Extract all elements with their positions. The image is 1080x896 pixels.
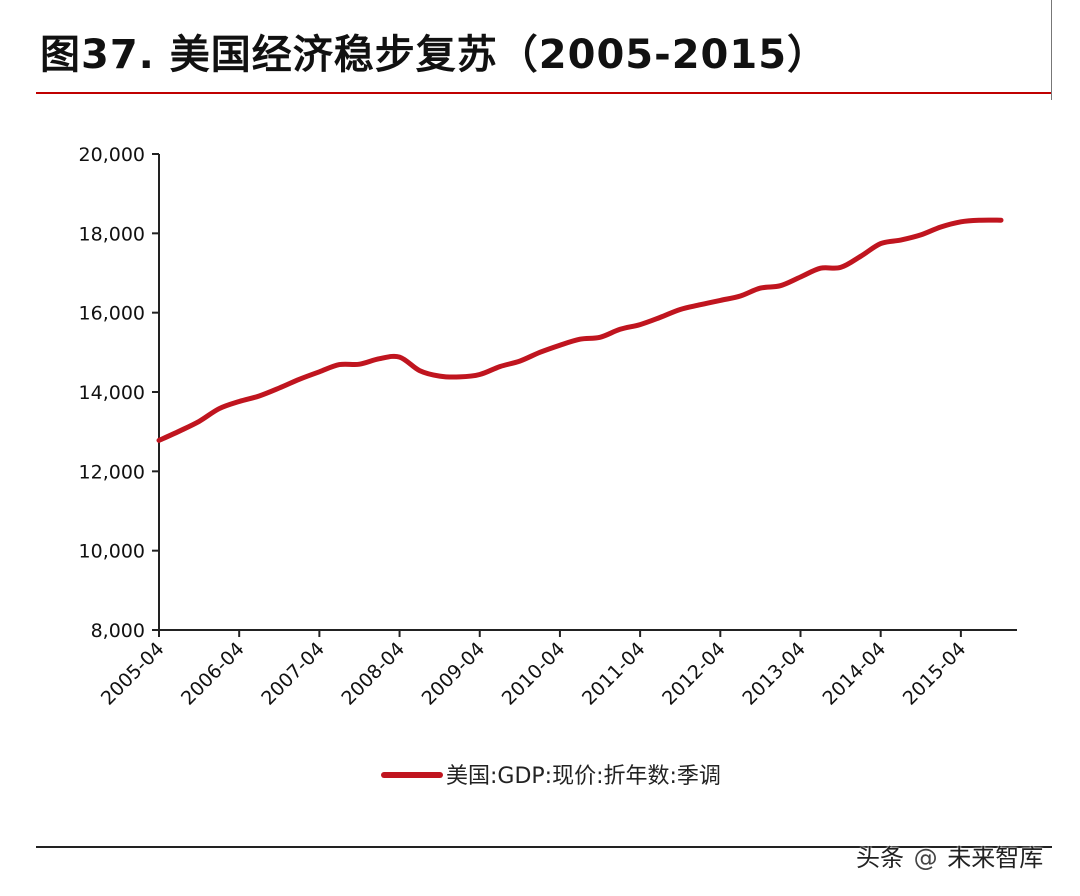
x-axis: 2005-04 2006-04 2007-04 2008-04 2009-04 2010-… (97, 629, 1017, 710)
chart-title: 图37. 美国经济稳步复苏（2005-2015） (40, 32, 829, 78)
watermark-prefix: 头条 (856, 844, 904, 872)
x-tick-label: 2012-04 (658, 638, 730, 710)
y-axis: 8,000 10,000 12,000 14,000 16,000 18,000 20,00… (79, 144, 160, 642)
x-tick-label: 2006-04 (177, 638, 249, 710)
y-tick-label: 14,000 (79, 382, 145, 404)
footer-divider (36, 846, 1052, 848)
y-tick-label: 20,000 (79, 144, 145, 166)
y-tick-label: 12,000 (79, 461, 145, 483)
series-layer (156, 217, 1004, 443)
x-tick-label: 2013-04 (738, 638, 810, 710)
legend-label: 美国:GDP:现价:折年数:季调 (446, 764, 721, 789)
x-tick-label: 2010-04 (498, 638, 570, 710)
x-tick-label: 2009-04 (418, 638, 490, 710)
watermark-account: 未来智库 (947, 844, 1044, 872)
x-tick-label: 2008-04 (337, 638, 409, 710)
x-tick-label: 2005-04 (97, 638, 169, 710)
y-tick-label: 18,000 (79, 223, 145, 245)
right-border (1051, 0, 1052, 100)
x-tick-label: 2011-04 (578, 638, 650, 710)
y-tick-label: 8,000 (91, 620, 145, 642)
watermark: 头条 @ 未来智库 (856, 838, 1043, 873)
x-tick-label: 2007-04 (257, 638, 329, 710)
at-icon: @ (913, 844, 938, 872)
legend: 美国:GDP:现价:折年数:季调 (381, 764, 721, 789)
x-tick-label: 2015-04 (899, 638, 971, 710)
y-tick-label: 10,000 (79, 541, 145, 563)
y-tick-label: 16,000 (79, 303, 145, 325)
title-divider (36, 92, 1052, 94)
series-line-gdp (156, 217, 1004, 443)
x-tick-label: 2014-04 (819, 638, 891, 710)
